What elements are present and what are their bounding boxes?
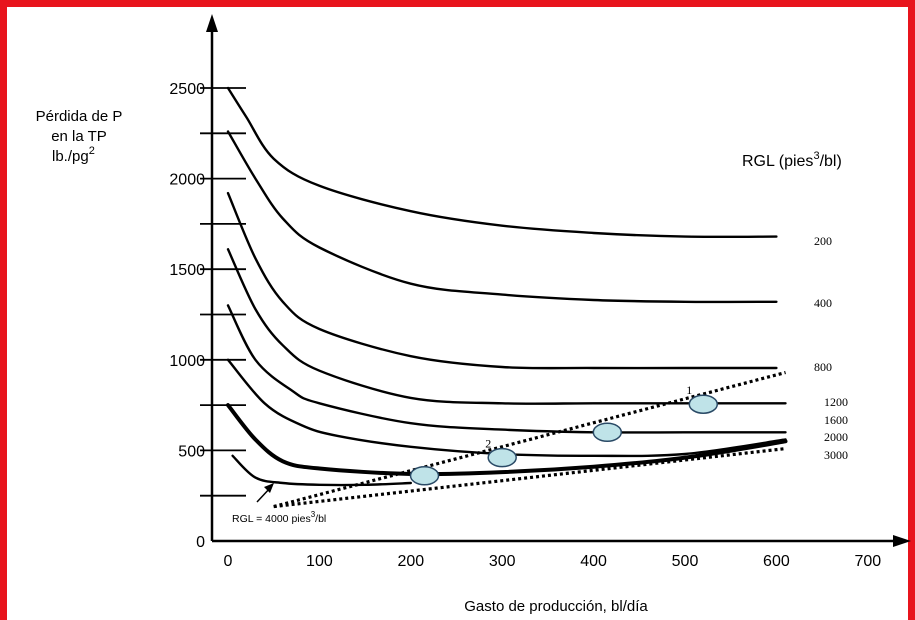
curve-rgl-4000: [231, 454, 412, 487]
curve-rgl-400: [226, 130, 778, 304]
dotted-trend-line: [273, 370, 786, 509]
operating-point: [592, 422, 623, 443]
x-tick-label: 500: [672, 553, 699, 570]
curve-label-200: 200: [814, 234, 832, 248]
operating-point-label: 2: [485, 437, 491, 451]
y-axis-title-line1: Pérdida de P: [36, 108, 123, 125]
y-tick-label: 500: [178, 443, 205, 460]
curve-label-2000: 2000: [824, 430, 848, 444]
x-ticks: 0 100 200 300 400 500 600 700: [224, 553, 882, 570]
curve-rgl-1600: [226, 304, 787, 434]
curve-rgl-800: [226, 191, 778, 370]
curve-label-1600: 1600: [824, 413, 848, 427]
curve-rgl-1200: [226, 248, 787, 405]
operating-points: 21: [409, 383, 719, 486]
x-tick-label: 100: [306, 553, 333, 570]
dotted-trend-line: [273, 446, 786, 509]
y-tick-label: 1000: [169, 353, 205, 370]
x-axis-arrow: [893, 535, 911, 547]
y-tick-label: 0: [196, 534, 205, 551]
curve-label-800: 800: [814, 360, 832, 374]
operating-point: [487, 447, 517, 468]
curve-rgl-200: [226, 86, 778, 239]
note-arrow-head: [264, 483, 274, 493]
y-tick-label: 1500: [169, 262, 205, 279]
curve-label-400: 400: [814, 296, 832, 310]
operating-point-label: 1: [686, 383, 692, 397]
curve-label-3000: 3000: [824, 448, 848, 462]
x-tick-label: 0: [224, 553, 233, 570]
y-axis-arrow: [206, 14, 218, 32]
y-axis-title-line3: lb./pg2: [52, 145, 95, 165]
curves: [226, 86, 788, 487]
curve-label-1200: 1200: [824, 395, 848, 409]
x-tick-label: 300: [489, 553, 516, 570]
curve-labels: 200 400 800 1200 1600 2000 3000: [814, 234, 848, 462]
operating-point: [688, 394, 719, 414]
curve-rgl-2000: [226, 358, 787, 458]
x-tick-label: 400: [580, 553, 607, 570]
y-axis-title-line2: en la TP: [51, 128, 107, 145]
x-tick-label: 700: [854, 553, 881, 570]
dotted-lines: [273, 370, 786, 509]
y-tick-label: 2000: [169, 172, 205, 189]
x-axis-title: Gasto de producción, bl/día: [464, 598, 648, 615]
x-tick-label: 600: [763, 553, 790, 570]
y-ticks: 0 500 1000 1500 2000 2500: [169, 81, 246, 551]
y-tick-label: 2500: [169, 81, 205, 98]
x-tick-label: 200: [397, 553, 424, 570]
legend-title: RGL (pies3/bl): [742, 150, 842, 170]
operating-point: [409, 466, 440, 486]
note-text: RGL = 4000 pies3/bl: [232, 510, 326, 525]
